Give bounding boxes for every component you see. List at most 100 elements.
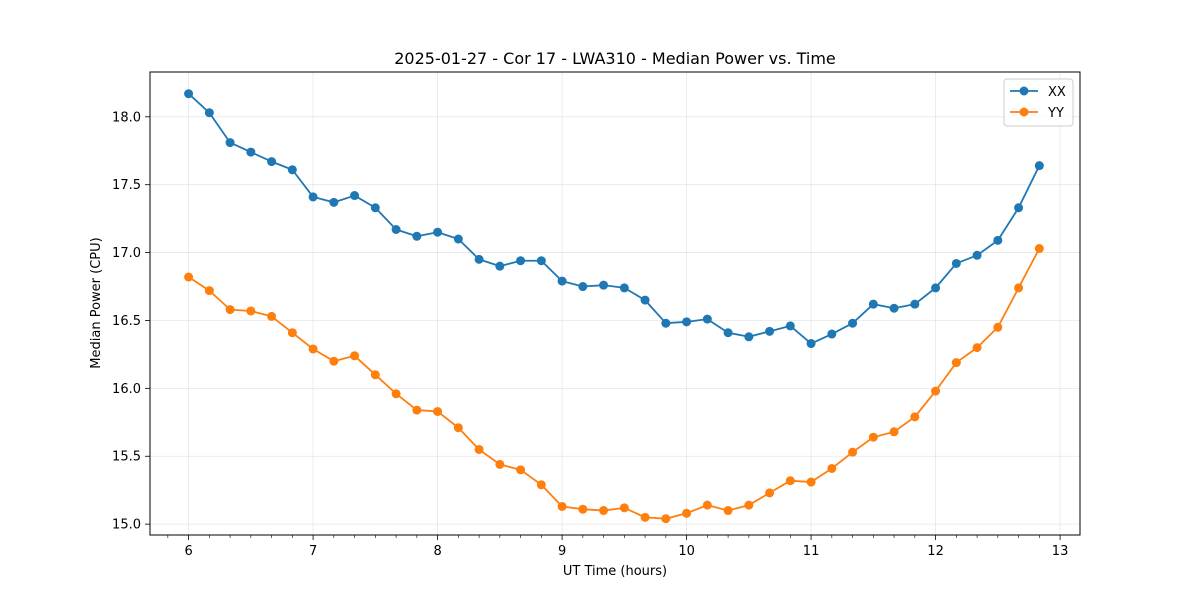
series-group	[184, 89, 1044, 524]
x-tick-label: 13	[1052, 544, 1069, 559]
data-point-xx	[370, 203, 380, 213]
data-point-xx	[827, 329, 837, 339]
data-point-xx	[536, 256, 546, 266]
y-axis-label: Median Power (CPU)	[89, 237, 104, 368]
data-point-yy	[495, 459, 505, 469]
data-point-yy	[848, 447, 858, 457]
data-point-yy	[578, 504, 588, 514]
data-point-xx	[848, 318, 858, 328]
data-point-xx	[993, 235, 1003, 245]
data-point-xx	[267, 157, 277, 167]
data-point-yy	[370, 370, 380, 380]
legend-label-yy: YY	[1047, 106, 1064, 121]
data-point-yy	[993, 322, 1003, 332]
data-point-yy	[910, 412, 920, 422]
data-point-xx	[474, 254, 484, 264]
data-point-xx	[578, 282, 588, 292]
data-point-yy	[619, 503, 629, 513]
data-point-yy	[889, 427, 899, 437]
data-point-xx	[287, 165, 297, 175]
data-point-xx	[661, 318, 671, 328]
data-point-yy	[267, 311, 277, 321]
data-point-yy	[453, 423, 463, 433]
data-point-yy	[661, 514, 671, 524]
data-point-xx	[495, 261, 505, 271]
data-point-yy	[951, 358, 961, 368]
x-tick-label: 9	[558, 544, 566, 559]
data-point-xx	[640, 295, 650, 305]
data-point-xx	[785, 321, 795, 331]
axis-ticks: 6 7 8 9 10 11 12 13 15.0 15.5 16.0 16.5 17.0 17.5 18.0	[112, 110, 1068, 559]
data-point-yy	[184, 272, 194, 282]
y-tick-label: 16.0	[112, 382, 141, 397]
data-point-yy	[536, 480, 546, 490]
y-tick-label: 16.5	[112, 314, 141, 329]
data-point-xx	[184, 89, 194, 99]
data-point-yy	[744, 500, 754, 510]
data-point-xx	[433, 227, 443, 237]
x-tick-label: 6	[184, 544, 192, 559]
data-point-yy	[412, 405, 422, 415]
data-point-yy	[682, 508, 692, 518]
data-point-xx	[682, 317, 692, 327]
y-tick-label: 18.0	[112, 110, 141, 125]
data-point-xx	[329, 197, 339, 207]
data-point-yy	[868, 432, 878, 442]
grid-lines	[150, 72, 1080, 535]
data-point-yy	[433, 406, 443, 416]
data-point-xx	[889, 303, 899, 313]
legend-label-xx: XX	[1048, 85, 1066, 100]
y-tick-label: 17.5	[112, 178, 141, 193]
data-point-yy	[806, 477, 816, 487]
y-tick-label: 15.5	[112, 450, 141, 465]
data-point-yy	[308, 344, 318, 354]
data-point-yy	[785, 476, 795, 486]
data-point-xx	[702, 314, 712, 324]
legend: XX YY	[1003, 78, 1074, 127]
data-point-yy	[391, 389, 401, 399]
data-point-yy	[474, 444, 484, 454]
data-point-yy	[287, 328, 297, 338]
x-tick-label: 7	[309, 544, 317, 559]
data-point-yy	[1034, 244, 1044, 254]
data-point-yy	[640, 512, 650, 522]
data-point-xx	[204, 108, 214, 118]
data-point-yy	[827, 463, 837, 473]
data-point-xx	[246, 147, 256, 157]
data-point-xx	[1014, 203, 1024, 213]
data-point-xx	[910, 299, 920, 309]
data-point-yy	[702, 500, 712, 510]
y-tick-label: 15.0	[112, 518, 141, 533]
data-point-xx	[765, 326, 775, 336]
data-point-yy	[225, 305, 235, 315]
data-point-xx	[350, 191, 360, 201]
legend-marker-yy	[1019, 107, 1029, 117]
x-tick-label: 11	[803, 544, 820, 559]
data-point-xx	[868, 299, 878, 309]
data-point-xx	[619, 283, 629, 293]
data-point-yy	[599, 506, 609, 516]
legend-marker-xx	[1019, 86, 1029, 96]
data-point-yy	[516, 465, 526, 475]
data-point-xx	[516, 256, 526, 266]
data-point-xx	[744, 332, 754, 342]
plot-frame	[149, 71, 1081, 536]
data-point-xx	[599, 280, 609, 290]
x-tick-label: 12	[927, 544, 944, 559]
data-point-yy	[765, 488, 775, 498]
data-point-xx	[557, 276, 567, 286]
data-point-yy	[1014, 283, 1024, 293]
data-point-xx	[225, 138, 235, 148]
data-point-xx	[453, 234, 463, 244]
y-tick-label: 17.0	[112, 246, 141, 261]
data-point-yy	[246, 306, 256, 316]
data-point-xx	[308, 192, 318, 202]
x-tick-label: 8	[433, 544, 441, 559]
data-point-xx	[412, 231, 422, 241]
data-point-xx	[806, 339, 816, 349]
data-point-yy	[931, 386, 941, 396]
data-point-xx	[931, 283, 941, 293]
data-point-yy	[972, 343, 982, 353]
